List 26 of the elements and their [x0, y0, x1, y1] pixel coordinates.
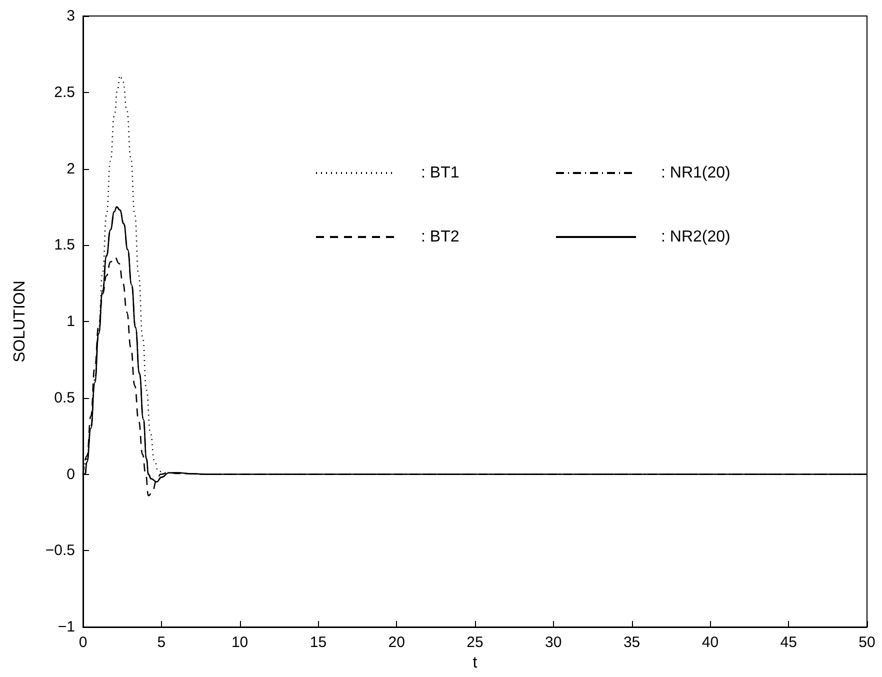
- y-tick-label: −1: [58, 618, 75, 636]
- y-tick-label: 2.5: [54, 84, 75, 101]
- x-tick-label: 0: [78, 634, 88, 651]
- x-tick-label: 30: [545, 634, 562, 651]
- x-tick-label: 40: [702, 634, 719, 651]
- y-tick-label: 2: [66, 160, 75, 178]
- y-tick-label: 0.5: [54, 389, 75, 406]
- x-tick-label: 50: [858, 634, 876, 651]
- y-tick-label: 1: [66, 313, 75, 330]
- x-tick-label: 10: [231, 634, 248, 651]
- x-tick-label: 35: [623, 634, 640, 651]
- y-tick-label: 0: [66, 466, 75, 483]
- x-tick-label: 5: [157, 634, 166, 651]
- legend-label: : BT2: [421, 228, 460, 246]
- y-axis-title: SOLUTION: [12, 280, 28, 362]
- legend-label: : NR2(20): [661, 228, 730, 246]
- legend-label: : BT1: [421, 164, 460, 182]
- x-axis-title: t: [472, 654, 478, 672]
- x-tick-label: 20: [388, 634, 405, 651]
- y-tick-label: 3: [66, 8, 75, 24]
- x-tick-label: 15: [310, 634, 327, 651]
- y-tick-label: 1.5: [54, 236, 75, 254]
- x-tick-label: 25: [466, 634, 484, 651]
- legend-label: : NR1(20): [661, 164, 730, 182]
- x-tick-label: 45: [780, 634, 797, 651]
- y-tick-label: −0.5: [45, 542, 75, 560]
